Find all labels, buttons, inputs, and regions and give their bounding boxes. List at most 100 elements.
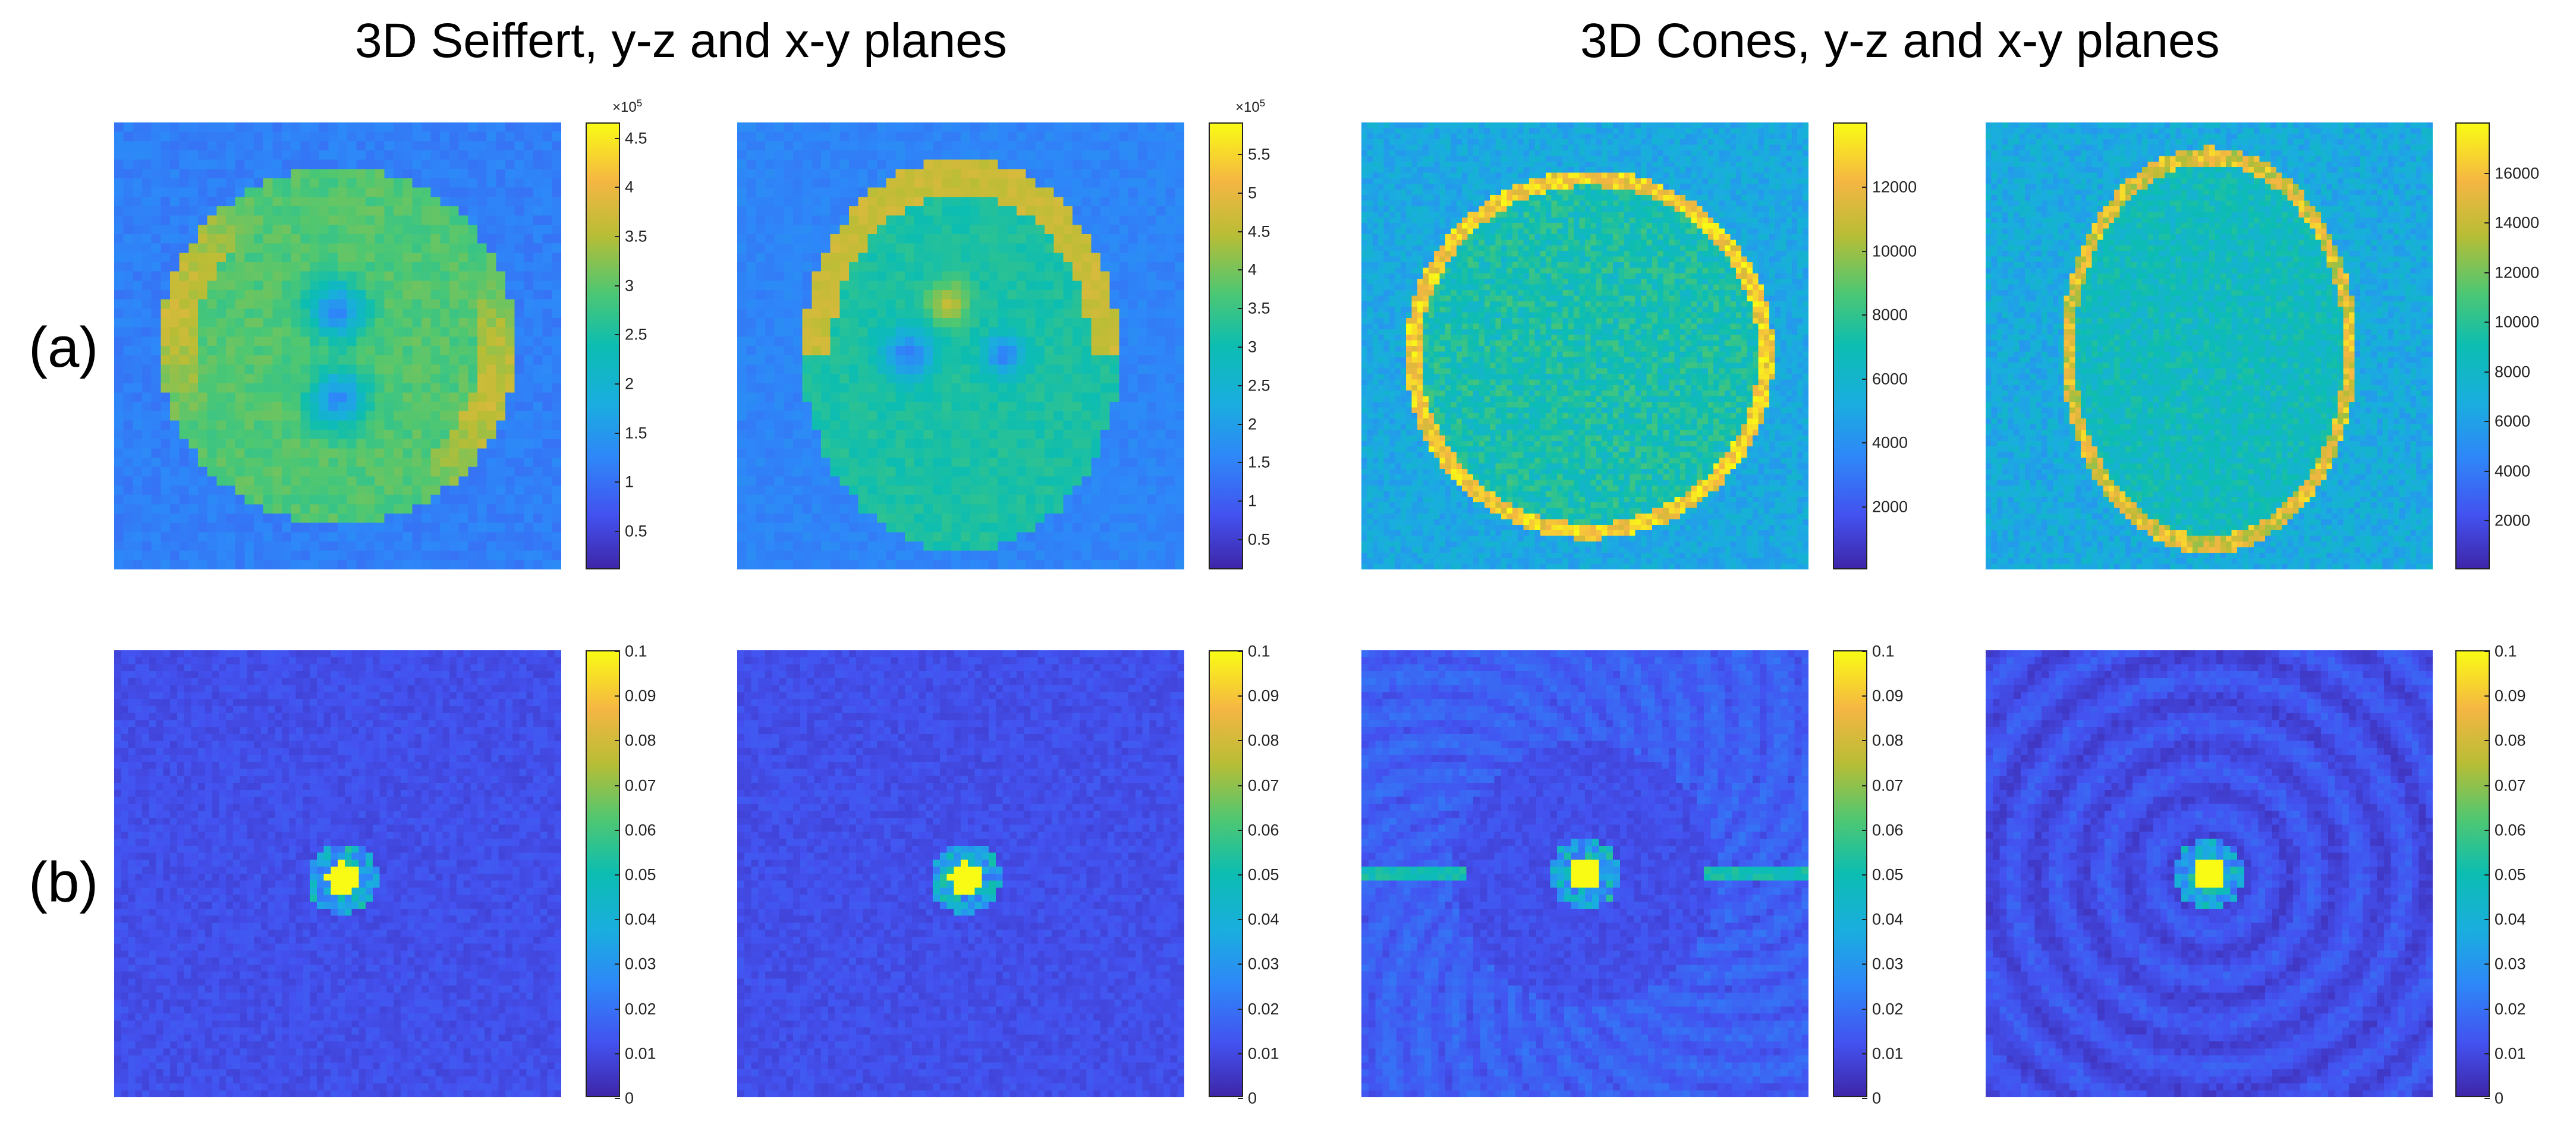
row-label-b: (b) xyxy=(29,851,99,914)
colorbar-tick-label: 0.03 xyxy=(1872,955,1904,973)
colorbar-tick-label: 0.01 xyxy=(1248,1044,1279,1063)
seiffert-xy-psf-image xyxy=(737,650,1184,1097)
colorbar-multiplier-a1: ×105 xyxy=(612,97,643,115)
colorbar-tick-label: 0.1 xyxy=(1248,642,1270,660)
colorbar-tick-mark xyxy=(2484,874,2490,876)
colorbar-tick-label: 10000 xyxy=(1872,242,1917,260)
seiffert-yz-image xyxy=(114,122,561,569)
colorbar-tick-mark xyxy=(2484,919,2490,921)
colorbar-tick-mark xyxy=(615,530,620,532)
right-figure-title: 3D Cones, y-z and x-y planes xyxy=(1580,14,2220,68)
colorbar-tick-label: 4 xyxy=(625,178,634,196)
colorbar-tick-mark xyxy=(1238,153,1243,155)
cones-xy-image xyxy=(1986,122,2433,569)
colorbar-tick-mark xyxy=(1238,462,1243,464)
colorbar-tick-label: 0 xyxy=(1872,1089,1882,1107)
colorbar-tick-mark xyxy=(1238,1098,1243,1099)
colorbar-tick-mark xyxy=(1238,1008,1243,1010)
colorbar-tick-mark xyxy=(1238,874,1243,876)
colorbar-tick-label: 0.03 xyxy=(2495,955,2526,973)
colorbar-tick-label: 0.08 xyxy=(1248,731,1279,750)
colorbar-tick-mark xyxy=(1862,785,1867,786)
colorbar-tick-mark xyxy=(615,481,620,483)
colorbar-tick-mark xyxy=(1238,1053,1243,1054)
row-label-a: (a) xyxy=(29,316,99,379)
colorbar-tick-label: 0.07 xyxy=(1872,776,1904,795)
colorbar-tick-mark xyxy=(615,874,620,876)
colorbar-tick-mark xyxy=(1238,740,1243,742)
colorbar-tick-label: 0.09 xyxy=(1872,687,1904,705)
colorbar-tick-mark xyxy=(1862,1098,1867,1099)
colorbar-tick-mark xyxy=(1238,192,1243,194)
colorbar-tick-mark xyxy=(1862,874,1867,876)
colorbar-tick-label: 0.5 xyxy=(625,522,647,540)
colorbar-tick-label: 16000 xyxy=(2495,164,2540,182)
colorbar-tick-label: 6000 xyxy=(1872,370,1908,388)
colorbar-tick-label: 1 xyxy=(625,473,634,491)
colorbar-seiffert-xy: 0.5 1 1.5 2 2.5 3 3.5 4 4.5 5 5.5 xyxy=(1209,122,1270,569)
colorbar-cones-xy: 2000 4000 6000 8000 10000 12000 14000 16000 xyxy=(2455,122,2539,569)
colorbar-tick-mark xyxy=(1862,1008,1867,1010)
colorbar-tick-label: 0.06 xyxy=(1872,821,1904,839)
colorbar-tick-label: 4 xyxy=(1248,260,1257,279)
colorbar-seiffert-yz: 0.5 1 1.5 2 2.5 3 3.5 4 4.5 xyxy=(586,122,647,569)
colorbar-tick-label: 0.06 xyxy=(1248,821,1279,839)
cones-xy-psf-image xyxy=(1986,650,2433,1097)
colorbar-tick-label: 0.1 xyxy=(2495,642,2517,660)
colorbar-tick-label: 0.06 xyxy=(2495,821,2526,839)
colorbar-tick-label: 0.01 xyxy=(2495,1044,2526,1063)
colorbar-tick-label: 3.5 xyxy=(625,227,647,245)
cones-yz-image xyxy=(1361,122,1808,569)
colorbar-tick-label: 2 xyxy=(625,374,634,393)
colorbar-tick-mark xyxy=(2484,520,2490,522)
colorbar-tick-mark xyxy=(2484,829,2490,831)
colorbar-tick-mark xyxy=(1862,378,1867,380)
colorbar-tick-mark xyxy=(1238,231,1243,232)
colorbar-tick-mark xyxy=(615,963,620,965)
colorbar-tick-mark xyxy=(1862,651,1867,652)
colorbar-tick-mark xyxy=(2484,371,2490,373)
colorbar-tick-mark xyxy=(1862,506,1867,508)
colorbar-tick-mark xyxy=(615,651,620,652)
colorbar-tick-label: 8000 xyxy=(2495,363,2531,381)
colorbar-tick-label: 0.09 xyxy=(1248,687,1279,705)
colorbar-tick-mark xyxy=(615,919,620,921)
colorbar-tick-label: 0.04 xyxy=(2495,910,2526,928)
colorbar-tick-mark xyxy=(2484,651,2490,652)
colorbar-tick-label: 0.03 xyxy=(625,955,656,973)
colorbar-tick-label: 0.1 xyxy=(1872,642,1895,660)
colorbar-tick-mark xyxy=(2484,695,2490,697)
colorbar-tick-mark xyxy=(1862,250,1867,252)
colorbar-tick-label: 8000 xyxy=(1872,306,1908,324)
colorbar-tick-mark xyxy=(615,829,620,831)
cones-yz-psf-image xyxy=(1361,650,1808,1097)
colorbar-tick-mark xyxy=(1238,651,1243,652)
colorbar-tick-mark xyxy=(615,187,620,188)
colorbar-tick-mark xyxy=(1862,740,1867,742)
colorbar-tick-mark xyxy=(2484,1008,2490,1010)
colorbar-tick-mark xyxy=(615,695,620,697)
colorbar-tick-label: 0.07 xyxy=(2495,776,2526,795)
colorbar-tick-label: 0.05 xyxy=(1248,865,1279,884)
colorbar-tick-label: 0.08 xyxy=(2495,731,2526,750)
colorbar-tick-label: 5.5 xyxy=(1248,145,1270,163)
colorbar-tick-mark xyxy=(2484,322,2490,323)
colorbar-tick-mark xyxy=(1862,442,1867,444)
colorbar-tick-label: 3 xyxy=(1248,338,1257,356)
seiffert-xy-image xyxy=(737,122,1184,569)
colorbar-tick-mark xyxy=(1862,919,1867,921)
colorbar-tick-mark xyxy=(615,1053,620,1054)
colorbar-tick-label: 0.05 xyxy=(2495,865,2526,884)
colorbar-tick-label: 0.09 xyxy=(625,687,656,705)
colorbar-tick-mark xyxy=(1862,963,1867,965)
colorbar-tick-mark xyxy=(615,285,620,286)
colorbar-tick-mark xyxy=(1238,919,1243,921)
colorbar-tick-mark xyxy=(615,785,620,786)
colorbar-tick-mark xyxy=(1862,187,1867,188)
colorbar-tick-mark xyxy=(1238,539,1243,541)
colorbar-cones-yz: 2000 4000 6000 8000 10000 12000 xyxy=(1833,122,1917,569)
colorbar-tick-label: 0.02 xyxy=(2495,1000,2526,1018)
colorbar-tick-mark xyxy=(2484,785,2490,786)
colorbar-tick-mark xyxy=(615,383,620,385)
colorbar-tick-label: 6000 xyxy=(2495,412,2531,430)
